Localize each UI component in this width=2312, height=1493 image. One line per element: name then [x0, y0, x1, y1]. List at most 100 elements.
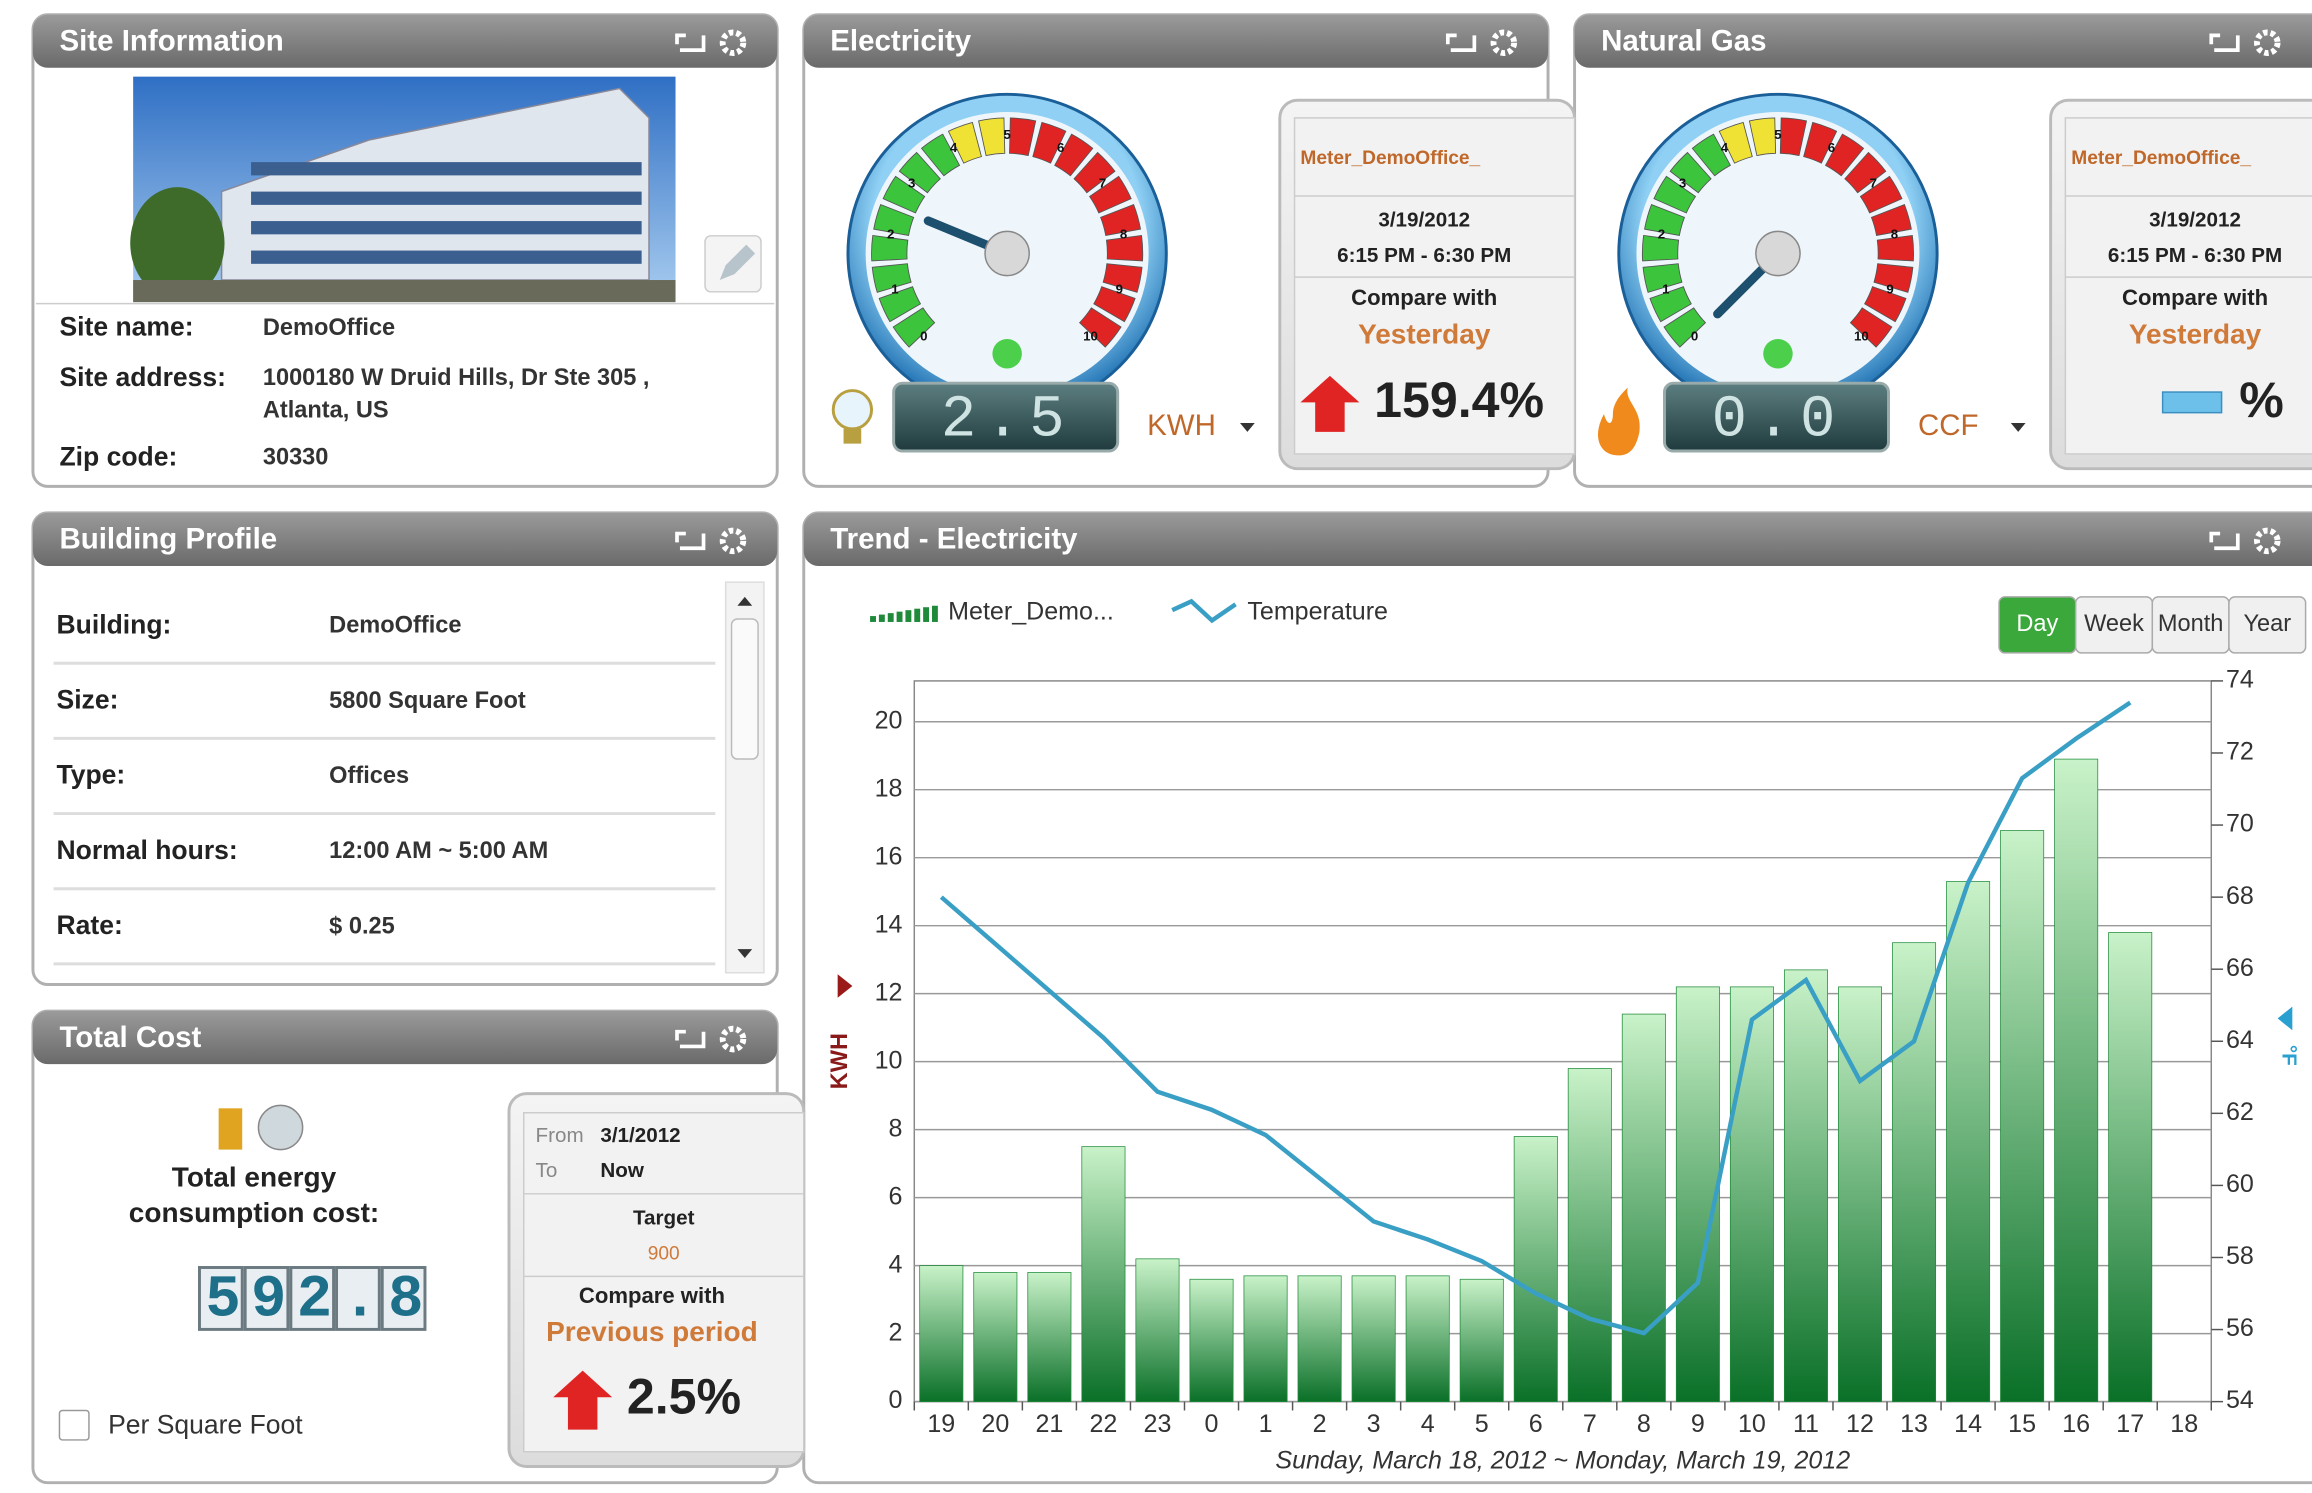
bar [1190, 1279, 1233, 1401]
profile-value: Offices [329, 762, 409, 788]
gauge-scale-label: 4 [950, 140, 958, 155]
checkbox-label: Per Square Foot [108, 1410, 303, 1440]
coins-icon [219, 1108, 243, 1149]
bar [1622, 1014, 1665, 1402]
panel-title: Building Profile [59, 523, 277, 556]
y2-tick-label: 58 [2226, 1242, 2254, 1270]
x-tick-label: 2 [1313, 1410, 1327, 1438]
legend-swatch-bar [888, 613, 894, 622]
page: Site Information Electricity Natural Gas Bu… [0, 0, 2312, 1493]
photo-window-band [251, 162, 642, 175]
y2-axis-label: °F [2277, 1045, 2300, 1066]
gauge-scale-label: 2 [887, 227, 894, 242]
site-value: 30330 [263, 444, 329, 470]
bulb-icon [833, 391, 871, 429]
panel-title: Electricity [830, 25, 971, 58]
site-label: Site name: [59, 312, 193, 342]
panel-title: Site Information [59, 25, 283, 58]
y-tick-label: 20 [875, 706, 903, 734]
change-indicator [2163, 392, 2222, 413]
range-button-label: Month [2158, 610, 2224, 636]
gauge-scale-label: 3 [1679, 176, 1686, 191]
bar [1460, 1279, 1503, 1401]
profile-label: Type: [57, 760, 126, 790]
x-tick-label: 23 [1144, 1410, 1172, 1438]
x-tick-label: 19 [927, 1410, 955, 1438]
bar [1298, 1276, 1341, 1402]
photo-window-band [251, 192, 642, 205]
gauge-scale-label: 5 [1003, 127, 1010, 142]
bar [1784, 970, 1827, 1402]
gauge-scale-label: 10 [1083, 328, 1098, 343]
y-tick-label: 14 [875, 910, 903, 938]
y-tick-label: 16 [875, 842, 903, 870]
legend-label: Temperature [1247, 598, 1388, 626]
x-tick-label: 3 [1367, 1410, 1381, 1438]
unit-label: CCF [1918, 409, 1979, 442]
x-tick-label: 10 [1738, 1410, 1766, 1438]
x-tick-label: 7 [1583, 1410, 1597, 1438]
target-label: Target [633, 1206, 695, 1229]
from-date: 3/1/2012 [600, 1124, 680, 1147]
compare-with: Previous period [546, 1316, 758, 1347]
compare-label: Compare with [579, 1283, 725, 1308]
compare-label: Compare with [2122, 285, 2268, 310]
digital-reading: 2.5 [941, 387, 1074, 454]
y2-tick-label: 64 [2226, 1026, 2254, 1054]
y-tick-label: 18 [875, 774, 903, 802]
bar [1352, 1276, 1395, 1402]
compare-with: Yesterday [1358, 318, 1491, 349]
x-tick-label: 15 [2008, 1410, 2036, 1438]
legend-swatch-bar [932, 606, 938, 622]
range-button-label: Day [2016, 610, 2058, 636]
gauge-scale-label: 7 [1099, 176, 1106, 191]
x-tick-label: 13 [1900, 1410, 1928, 1438]
change-value: 159.4% [1374, 372, 1544, 428]
x-tick-label: 17 [2116, 1410, 2144, 1438]
profile-value: DemoOffice [329, 612, 461, 638]
legend-swatch-bar [870, 616, 876, 622]
bar [2001, 830, 2044, 1401]
range-button-label: Year [2243, 610, 2291, 636]
gauge-scale-label: 8 [1891, 227, 1898, 242]
profile-value: $ 0.25 [329, 912, 395, 938]
x-tick-label: 4 [1421, 1410, 1435, 1438]
y2-tick-label: 70 [2226, 810, 2254, 838]
profile-label: Building: [57, 609, 172, 639]
cost-label: Total energy [172, 1161, 337, 1192]
gauge-scale-label: 4 [1721, 140, 1729, 155]
per-square-foot-checkbox[interactable] [59, 1410, 88, 1439]
y2-tick-label: 66 [2226, 954, 2254, 982]
compare-time: 6:15 PM - 6:30 PM [1337, 244, 1511, 267]
bar [1082, 1147, 1125, 1402]
money-bag-icon [258, 1105, 302, 1149]
site-value: DemoOffice [263, 314, 395, 340]
gauge-scale-label: 10 [1854, 328, 1869, 343]
legend-swatch-bar [897, 612, 903, 622]
gauge-scale-label: 5 [1774, 127, 1781, 142]
x-tick-label: 12 [1846, 1410, 1874, 1438]
bar [1136, 1259, 1179, 1402]
x-tick-label: 0 [1205, 1410, 1219, 1438]
legend-swatch-bar [879, 615, 885, 622]
bar [1676, 987, 1719, 1402]
scrollbar-thumb[interactable] [732, 619, 759, 759]
dashboard: Site Information Electricity Natural Gas Bu… [0, 0, 2312, 1493]
bulb-base [844, 429, 862, 444]
site-value: Atlanta, US [263, 396, 389, 422]
profile-label: Normal hours: [57, 835, 238, 865]
panel [33, 513, 777, 985]
change-value: 2.5% [627, 1368, 741, 1424]
y-axis-label: KWH [826, 1033, 852, 1089]
bar [1946, 881, 1989, 1401]
profile-label: Rate: [57, 910, 123, 940]
gauge-hub [1756, 231, 1800, 275]
x-tick-label: 21 [1035, 1410, 1063, 1438]
panel-title: Trend - Electricity [830, 523, 1078, 556]
y-tick-label: 6 [889, 1182, 903, 1210]
site-value: 1000180 W Druid Hills, Dr Ste 305 , [263, 364, 650, 390]
gauge-led [1763, 339, 1792, 368]
x-tick-label: 1 [1259, 1410, 1273, 1438]
panel-title: Natural Gas [1601, 25, 1766, 58]
x-tick-label: 16 [2062, 1410, 2090, 1438]
